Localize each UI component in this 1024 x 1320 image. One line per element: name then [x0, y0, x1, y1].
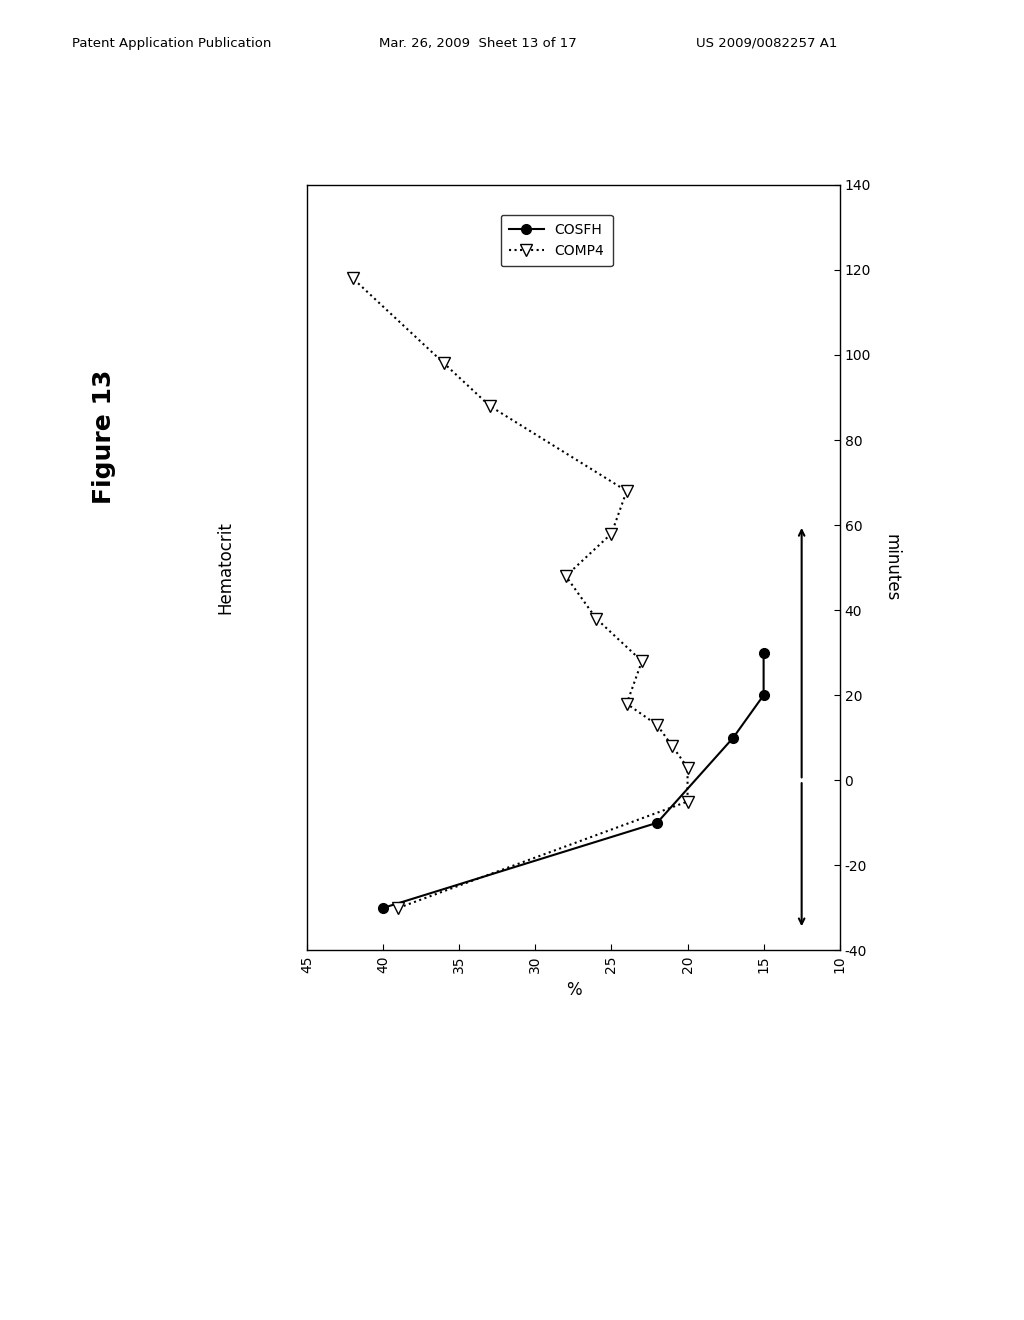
COMP4: [681, 759, 693, 775]
COSFH: [758, 688, 770, 704]
Text: Mar. 26, 2009  Sheet 13 of 17: Mar. 26, 2009 Sheet 13 of 17: [379, 37, 577, 50]
COMP4: [667, 738, 679, 754]
Y-axis label: minutes: minutes: [882, 533, 900, 602]
Line: COSFH: COSFH: [379, 648, 768, 912]
COMP4: [560, 568, 572, 583]
COMP4: [681, 793, 693, 809]
COMP4: [347, 271, 359, 286]
COMP4: [590, 611, 602, 627]
COSFH: [727, 730, 739, 746]
COMP4: [392, 900, 404, 916]
Line: COMP4: COMP4: [347, 273, 693, 913]
COMP4: [483, 399, 496, 414]
Text: US 2009/0082257 A1: US 2009/0082257 A1: [696, 37, 838, 50]
COMP4: [651, 717, 664, 733]
Legend: COSFH, COMP4: COSFH, COMP4: [501, 215, 612, 267]
COSFH: [377, 900, 389, 916]
COMP4: [621, 696, 633, 711]
Text: Figure 13: Figure 13: [92, 370, 116, 504]
COSFH: [758, 644, 770, 660]
X-axis label: %: %: [565, 981, 582, 999]
COMP4: [605, 525, 617, 541]
COSFH: [651, 814, 664, 830]
COMP4: [438, 355, 451, 371]
COMP4: [621, 483, 633, 499]
COMP4: [636, 653, 648, 669]
Text: Patent Application Publication: Patent Application Publication: [72, 37, 271, 50]
Text: Hematocrit: Hematocrit: [216, 521, 234, 614]
